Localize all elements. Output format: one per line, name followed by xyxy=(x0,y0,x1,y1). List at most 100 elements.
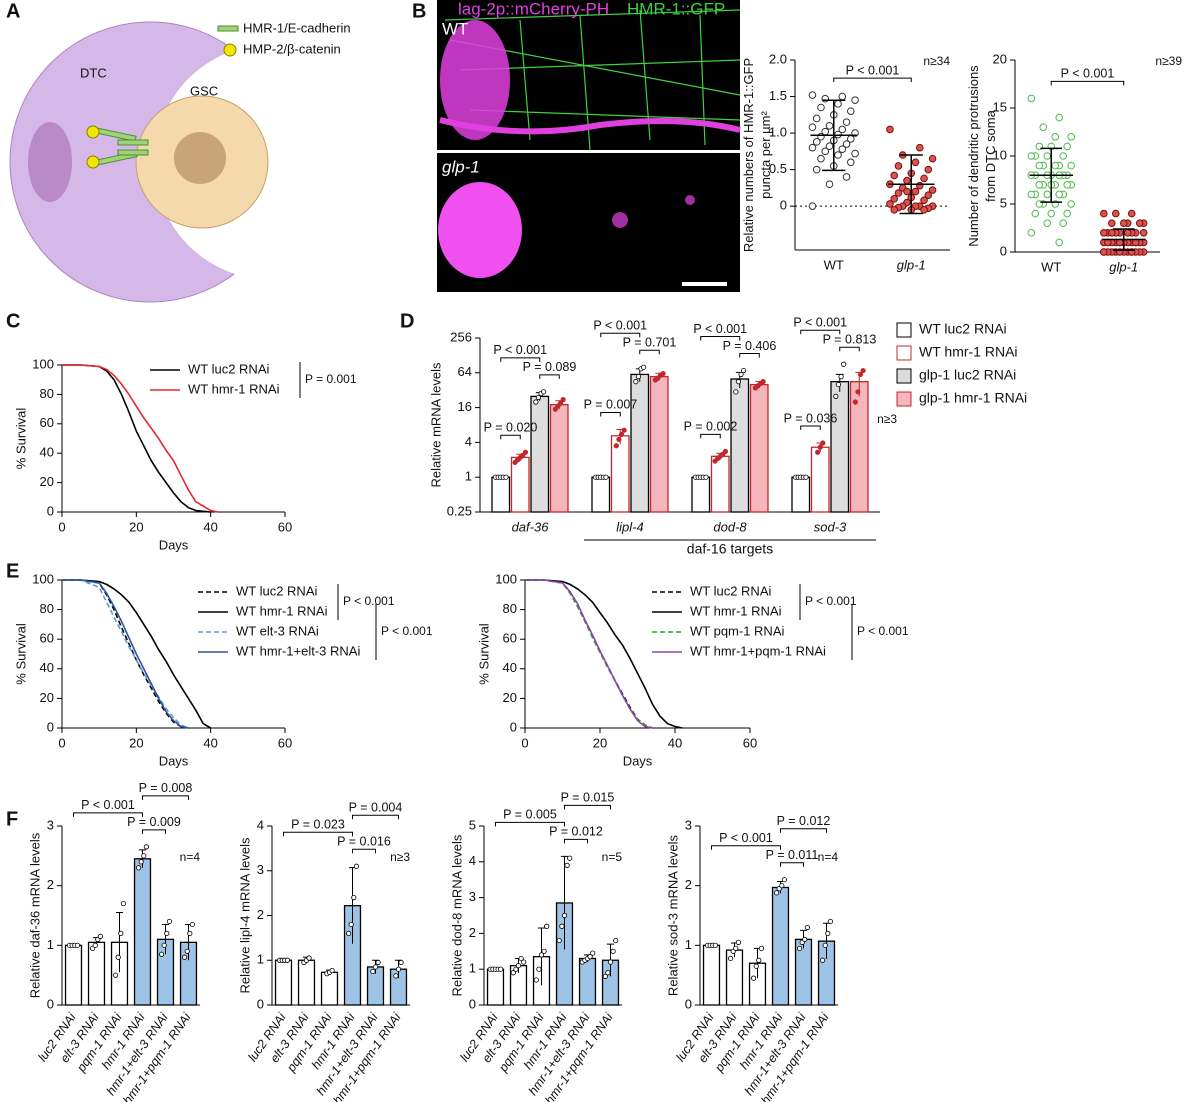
data-point xyxy=(351,894,357,901)
data-point xyxy=(621,427,627,433)
data-point xyxy=(920,174,928,183)
data-point xyxy=(1059,152,1068,160)
data-point xyxy=(535,394,542,401)
data-point xyxy=(1055,190,1064,199)
data-point xyxy=(890,171,899,180)
data-point xyxy=(738,371,744,378)
p-value: P < 0.001 xyxy=(846,63,900,77)
bar xyxy=(749,383,769,513)
data-point xyxy=(733,945,739,951)
data-point xyxy=(590,950,596,956)
data-point xyxy=(803,474,809,480)
data-point xyxy=(518,955,524,962)
x-tick-label: lipl-4 xyxy=(616,519,643,534)
x-tick-label: WT xyxy=(824,257,844,272)
data-point xyxy=(915,181,924,190)
bar xyxy=(297,959,316,1006)
bar xyxy=(710,455,730,513)
significance-bracket xyxy=(352,814,399,820)
p-value: P < 0.001 xyxy=(857,624,909,638)
data-point xyxy=(741,367,747,374)
p-value: P = 0.016 xyxy=(337,835,391,849)
significance-bracket xyxy=(639,349,660,355)
y-tick-label: 3 xyxy=(257,862,264,877)
data-point xyxy=(1100,209,1108,218)
y-axis-label: puncta per µm² xyxy=(758,110,773,198)
data-point xyxy=(735,379,742,385)
blob xyxy=(612,212,628,228)
data-point xyxy=(1139,229,1148,237)
data-point xyxy=(1135,219,1144,227)
panel-label: E xyxy=(6,560,19,582)
x-tick-label: 60 xyxy=(743,735,757,750)
y-tick-label: 20 xyxy=(40,690,54,705)
significance-bracket xyxy=(564,838,588,844)
legend-text: WT hmr-1+elt-3 RNAi xyxy=(236,643,360,658)
data-point xyxy=(911,158,920,167)
data-point xyxy=(838,374,844,380)
data-point xyxy=(812,165,821,174)
data-point xyxy=(610,948,616,954)
data-point xyxy=(1043,219,1052,227)
gsc-nucleus xyxy=(174,132,226,184)
data-point xyxy=(1039,123,1048,131)
data-point xyxy=(812,114,821,123)
significance-bracket xyxy=(700,336,741,341)
data-point xyxy=(817,103,825,112)
significance-bracket xyxy=(700,433,721,439)
data-point xyxy=(808,91,817,99)
y-axis-label: Relative sod-3 mRNA levels xyxy=(665,834,680,996)
data-point xyxy=(541,389,547,395)
p-value: P = 0.012 xyxy=(549,825,603,839)
survival-line xyxy=(62,579,189,729)
bar xyxy=(791,476,811,513)
data-point xyxy=(284,957,290,963)
x-tick-label: dod-8 xyxy=(713,519,747,534)
data-point xyxy=(838,145,847,153)
y-tick-label: 0 xyxy=(47,503,54,518)
data-point xyxy=(556,937,562,944)
p-value: P = 0.008 xyxy=(139,781,193,795)
legend-icon xyxy=(217,25,239,32)
data-point xyxy=(1059,219,1068,227)
x-axis-label: daf-16 targets xyxy=(687,541,773,557)
significance-bracket xyxy=(600,332,641,338)
legend-text: WT hmr-1 RNAi xyxy=(690,603,782,618)
bar xyxy=(549,403,569,513)
data-point xyxy=(1127,209,1136,218)
legend-text: WT luc2 RNAi xyxy=(690,583,771,598)
bar xyxy=(274,959,293,1006)
data-point xyxy=(143,844,149,850)
data-point xyxy=(924,191,933,199)
data-point xyxy=(1047,209,1056,218)
data-point xyxy=(536,966,542,972)
data-point xyxy=(894,189,903,197)
survival-line xyxy=(62,579,189,729)
sd-whisker xyxy=(1112,228,1135,251)
y-tick-label: 3 xyxy=(685,817,692,832)
data-point xyxy=(522,449,529,455)
data-point xyxy=(911,187,920,196)
p-value: P < 0.001 xyxy=(493,343,547,357)
data-point xyxy=(796,945,803,951)
survival-line xyxy=(62,579,189,729)
gfp-signal xyxy=(444,9,741,151)
survival-line xyxy=(525,579,653,729)
data-point xyxy=(189,921,195,928)
legend-text: HMP-2/β-catenin xyxy=(243,41,341,56)
significance-bracket xyxy=(564,804,611,810)
data-point xyxy=(120,900,127,907)
x-axis-label: Days xyxy=(623,753,653,768)
y-tick-label: 0 xyxy=(47,719,54,734)
significance-bracket xyxy=(780,862,804,867)
significance-bracket xyxy=(780,828,827,833)
data-point xyxy=(890,195,899,203)
data-point xyxy=(804,924,811,931)
data-point xyxy=(825,180,834,189)
data-point xyxy=(835,381,842,388)
sample-size: n≥3 xyxy=(877,412,897,426)
y-tick-label: 0.25 xyxy=(447,503,472,518)
blob xyxy=(685,195,695,205)
data-point xyxy=(533,399,539,405)
